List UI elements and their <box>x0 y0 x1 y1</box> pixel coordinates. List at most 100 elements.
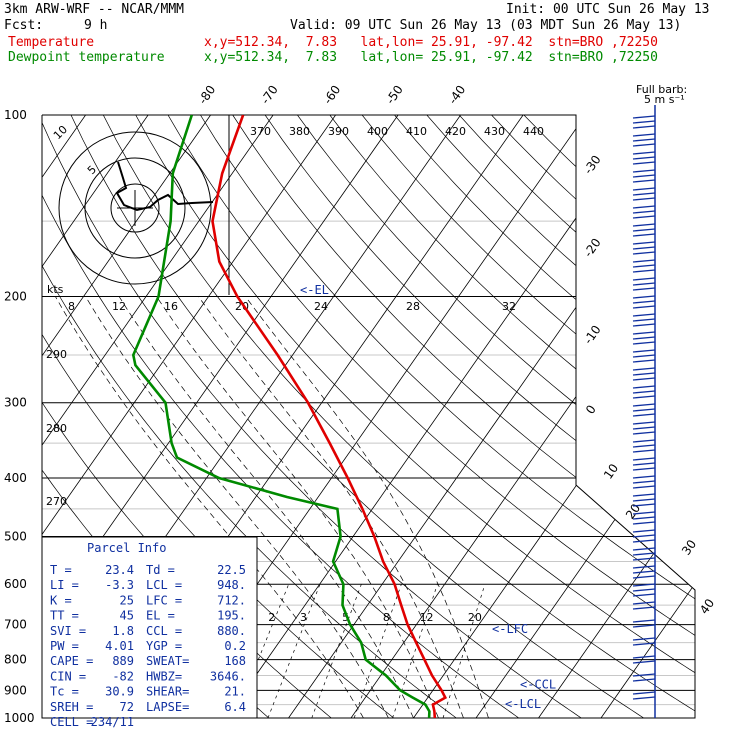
parcel-row-6-label: CAPE = <box>50 654 93 668</box>
dry-adiabat-410 <box>329 115 695 718</box>
wind-barb <box>632 637 656 641</box>
wind-barb <box>632 323 656 327</box>
wind-barb <box>632 318 656 322</box>
wind-barb <box>632 192 656 196</box>
pressure-label-500: 500 <box>4 529 27 543</box>
isotherm--70 <box>42 115 274 718</box>
wind-barb <box>632 678 656 682</box>
theta-side-label-270: 270 <box>46 495 67 508</box>
wind-barb <box>632 480 656 484</box>
wind-barb <box>632 115 656 119</box>
dry-adiabat-430 <box>394 115 695 718</box>
moist-adiabat-24 <box>156 296 439 718</box>
speed-tick-12: 12 <box>112 300 126 313</box>
pressure-label-900: 900 <box>4 683 27 697</box>
wind-barb <box>632 133 656 137</box>
theta-label-400: 400 <box>367 125 388 138</box>
wind-barb <box>632 156 656 160</box>
wind-barb <box>632 498 656 502</box>
wind-barb <box>632 511 656 515</box>
wind-barb <box>632 300 656 304</box>
temperature-label--30: -30 <box>581 153 604 177</box>
speed-tick-32: 32 <box>502 300 516 313</box>
wind-barb <box>632 503 656 507</box>
theta-side-label-290: 290 <box>46 348 67 361</box>
dry-adiabat-310 <box>42 115 520 718</box>
pressure-label-1000: 1000 <box>4 711 35 725</box>
temperature-label-30: 30 <box>679 537 699 558</box>
wind-barb <box>632 547 656 551</box>
hodograph-ring-2 <box>58 131 212 285</box>
parcel-row-6-value2: 168 <box>224 654 246 668</box>
wind-barb <box>632 485 656 489</box>
wind-barb <box>632 457 656 461</box>
parcel-row-1-label2: LCL = <box>146 578 182 592</box>
wind-barb <box>632 475 656 479</box>
parcel-row-2-value: 25 <box>120 593 134 607</box>
wind-barb <box>632 264 656 268</box>
wind-barb <box>632 557 656 561</box>
parcel-row-2-label: K = <box>50 593 72 607</box>
wind-barb <box>632 174 656 178</box>
dry-adiabat-460 <box>491 115 695 718</box>
wind-barb <box>632 305 656 309</box>
init-time: Init: 00 UTC Sun 26 May 13 <box>506 2 710 17</box>
wind-barb <box>632 372 656 376</box>
hodograph-ring-0 <box>110 183 160 233</box>
parcel-row-4-value: 1.8 <box>112 624 134 638</box>
wind-barb <box>632 197 656 201</box>
wind-barb <box>632 565 656 569</box>
parcel-row-1-value2: 948. <box>217 578 246 592</box>
barb-legend-label: Full barb: <box>636 83 687 96</box>
wind-barb <box>632 421 656 425</box>
wind-barb <box>632 385 656 389</box>
mixing-ratio-label-20: 20 <box>468 611 482 624</box>
theta-label-420: 420 <box>445 125 466 138</box>
temperature-label--80: -80 <box>196 83 219 107</box>
dry-adiabat-370 <box>200 115 695 718</box>
dry-adiabat-300 <box>42 115 457 718</box>
wind-barb <box>632 413 656 417</box>
dry-adiabat-320 <box>42 115 582 718</box>
isotherm--90 <box>42 115 149 718</box>
barb-legend-unit: 5 m s⁻¹ <box>644 93 685 106</box>
mixing-ratio-label-12: 12 <box>420 611 434 624</box>
wind-barb <box>632 282 656 286</box>
dry-adiabat-350 <box>135 115 695 718</box>
mixing-ratio-label-2: 2 <box>268 611 275 624</box>
wind-barb <box>632 642 656 646</box>
temperature-profile <box>211 115 448 718</box>
moist-adiabat-16 <box>85 296 389 718</box>
parcel-row-1-label: LI = <box>50 578 79 592</box>
isotherm-40 <box>538 115 695 718</box>
temperature-label--70: -70 <box>258 83 281 107</box>
isotherm--60 <box>42 115 336 718</box>
speed-tick-24: 24 <box>314 300 328 313</box>
pressure-label-800: 800 <box>4 653 27 667</box>
parcel-row-7-label2: HWBZ= <box>146 669 182 683</box>
wind-barb <box>632 593 656 597</box>
parcel-row-4-value2: 880. <box>217 624 246 638</box>
mixing-ratio-label-3: 3 <box>300 611 307 624</box>
legend-temperature-name: Temperature <box>8 35 95 50</box>
wind-barb <box>632 516 656 520</box>
mixing-ratio-5 <box>311 584 362 718</box>
parcel-row-10-label: CELL = <box>50 715 93 729</box>
wind-barb <box>632 619 656 623</box>
wind-barb <box>632 295 656 299</box>
parcel-row-7-value: -82 <box>112 669 134 683</box>
parcel-row-3-value2: 195. <box>217 609 246 623</box>
wind-barb <box>632 426 656 430</box>
hodograph-ring-label-10: 10 <box>51 123 70 142</box>
wind-barb <box>632 151 656 155</box>
wind-barb <box>632 259 656 263</box>
wind-barb <box>632 223 656 227</box>
dewpoint-profile <box>131 115 431 718</box>
pressure-label-300: 300 <box>4 396 27 410</box>
wind-barb <box>632 583 656 587</box>
legend-temperature-info: x,y=512.34, 7.83 lat,lon= 25.91, -97.42 … <box>204 35 658 50</box>
wind-barb <box>632 187 656 191</box>
wind-barb <box>632 143 656 147</box>
hodograph-ring-1 <box>84 157 186 259</box>
